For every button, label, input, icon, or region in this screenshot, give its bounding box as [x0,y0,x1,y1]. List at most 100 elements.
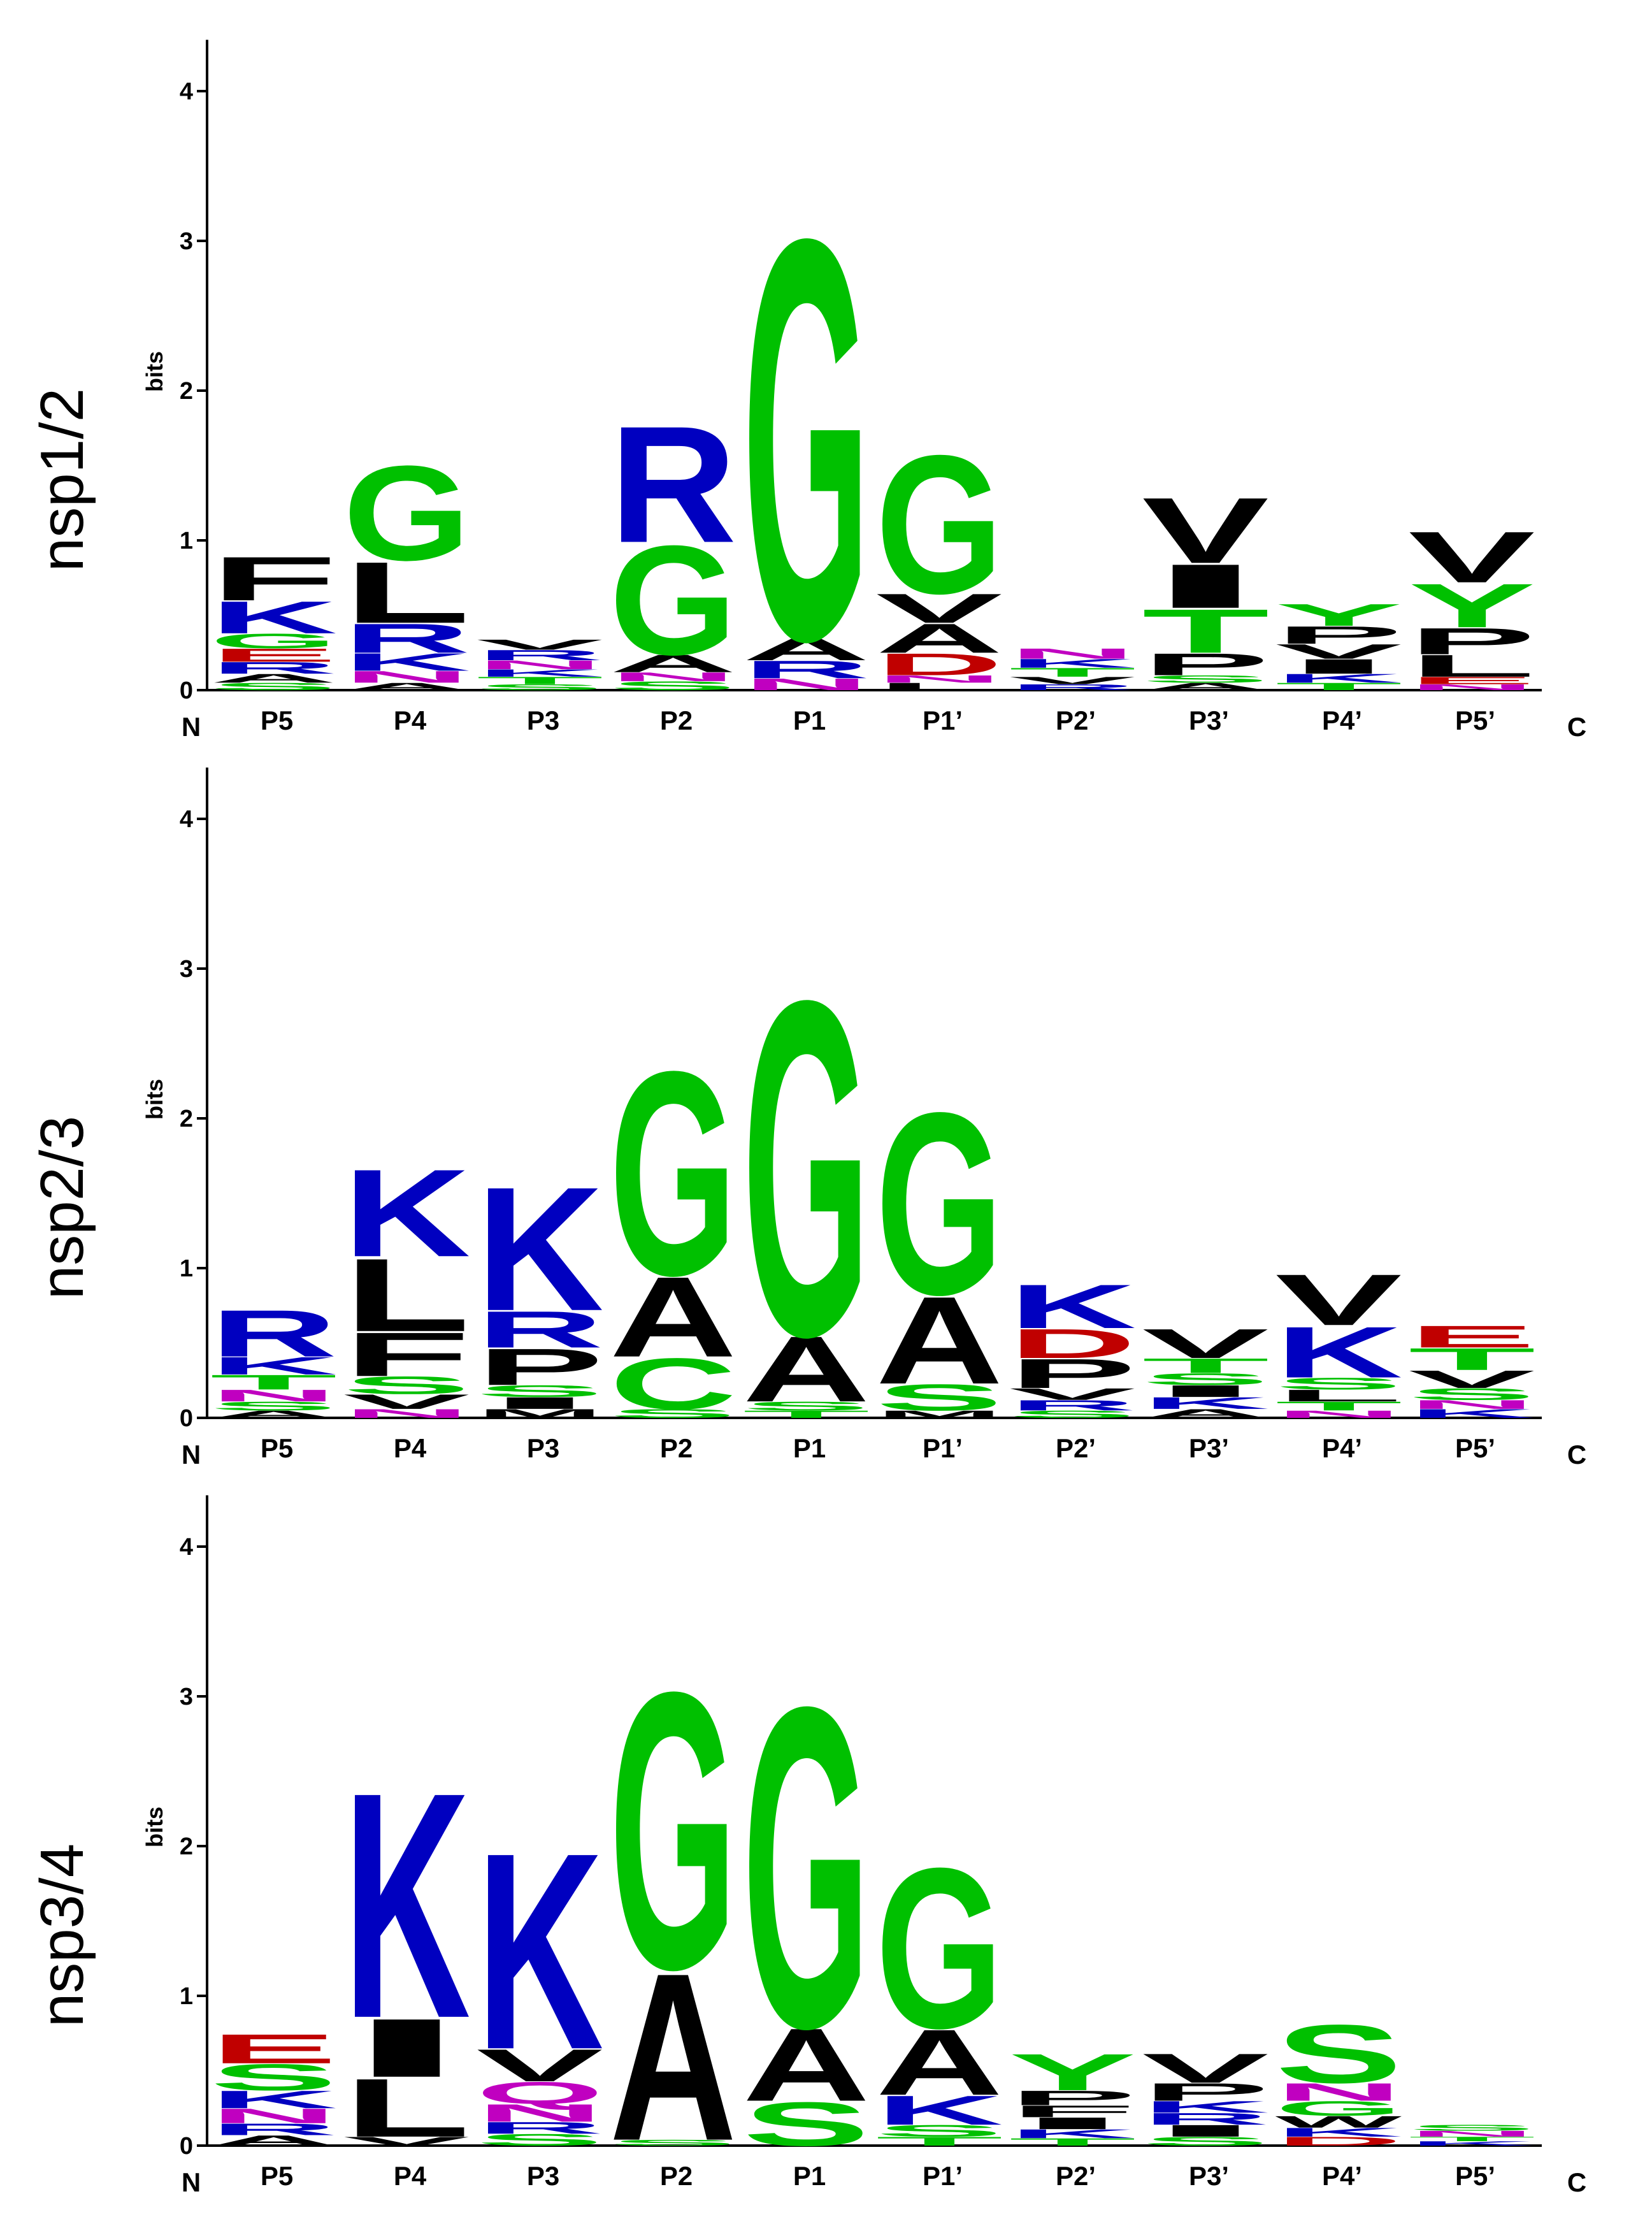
y-tick-label: 2 [180,378,193,405]
logo-letter-S: S [477,1382,604,1401]
logo-letter-S: S [610,679,737,693]
logo-letter-R: R [477,1301,604,1359]
logo-letter-L: L [1409,649,1536,684]
position-label: P3 [527,2161,559,2191]
logo-letter-V: V [1009,1385,1136,1403]
position-label: P5 [261,2161,293,2191]
logo-letter-V: V [876,585,1003,632]
logo-letter-A: A [210,2132,338,2149]
logo-letter-N: N [1275,2078,1403,2106]
logo-letter-S: S [1142,1370,1270,1389]
logo-letter-S: S [210,1399,338,1413]
logo-letter-R: R [1009,1397,1137,1414]
logo-letter-V: V [343,1390,470,1413]
logo-letter-K: K [343,1726,471,2085]
logo-letter-K: K [210,592,338,643]
y-tick-label: 4 [180,1534,193,1561]
logo-letter-V: V [1275,640,1402,663]
logo-letter-S: S [210,2056,338,2098]
position-label: P1’ [923,1433,963,1463]
y-tick-label: 2 [180,1106,193,1132]
logo-letter-N: N [477,2099,604,2127]
logo-letter-R: R [743,656,870,684]
logo-letter-N: N [743,675,870,693]
logo-letter-K: K [1009,2126,1137,2141]
logo-letter-G: G [610,1610,737,2052]
logo-letter-A: A [610,1253,737,1381]
logo-letter-L: L [1275,1387,1403,1405]
panel-title: nsp2/3 [28,1116,96,1299]
position-label: P5 [261,705,293,735]
logo-letter-A: A [743,1317,870,1421]
logo-letter-S: S [876,1376,1003,1419]
logo-letter-V: V [343,2134,470,2148]
logo-letter-V: V [1142,2045,1269,2091]
logo-letter-S: S [1142,673,1270,684]
logo-letter-K: K [1409,2140,1536,2147]
logo-letter-S: S [876,2121,1003,2140]
c-terminus-label: C [1567,1440,1586,1469]
logo-letter-K: K [210,1352,338,1380]
logo-letter-T: T [1009,2136,1137,2148]
position-label: P2 [660,1433,693,1463]
logo-letter-P: P [1142,647,1270,682]
logo-letter-N: N [610,670,737,684]
n-terminus-label: N [182,2167,201,2197]
logo-column: SAG [743,1613,870,2159]
logo-letter-Y: Y [1409,571,1536,640]
logo-letter-G: G [343,438,471,589]
logo-letter-S: S [343,1371,471,1399]
position-label: P2 [660,705,693,735]
logo-letter-T: T [743,1408,870,1420]
logo-letter-S: S [1275,2008,1403,2101]
logo-letter-Y: Y [1009,2043,1137,2101]
logo-letter-F: F [210,544,338,614]
position-label: P4 [394,1433,427,1463]
logo-letter-T: T [1409,2135,1536,2142]
position-label: P1 [793,1433,826,1463]
logo-letter-S: S [1275,1375,1403,1393]
logo-letter-A: A [210,671,338,685]
logo-letter-N: N [1009,646,1137,662]
logo-letter-K: K [477,1794,604,2108]
logo-letter-S: S [610,1406,737,1420]
y-tick-label: 3 [180,956,193,983]
y-tick-label: 3 [180,228,193,255]
logo-letter-A: A [876,1271,1003,1410]
logo-letter-I: I [1142,1382,1270,1400]
logo-letter-S: S [1142,2134,1270,2148]
logo-letter-G: G [210,630,338,653]
y-tick-label: 1 [180,1255,193,1282]
logo-letter-Q: Q [477,2076,604,2111]
logo-letter-M: M [477,1406,604,1420]
logo-letter-V: V [1275,1259,1402,1341]
logo-letter-I: I [1275,655,1403,678]
logo-letter-K: K [1275,671,1403,685]
logo-letter-D: D [876,647,1003,682]
position-label: P3 [527,1433,559,1463]
logo-letter-F: F [343,1320,471,1389]
logo-letter-G: G [1275,2097,1403,2120]
logo-letter-A: A [743,2007,870,2123]
logo-letter-A: A [1142,681,1270,692]
position-label: P5 [261,1433,293,1463]
position-label: P1’ [923,705,963,735]
logo-letter-G: G [876,1821,1003,2076]
logo-letter-D: D [1275,2134,1403,2148]
position-label: P4 [394,2161,427,2191]
position-label: P2’ [1056,1433,1096,1463]
logo-letter-K: K [1009,656,1137,670]
logo-letter-C: C [610,1343,737,1424]
position-label: P4 [394,705,427,735]
logo-letter-P: P [1009,2086,1137,2109]
logo-letter-R: R [210,659,338,677]
logo-letter-S: S [1409,2123,1536,2133]
